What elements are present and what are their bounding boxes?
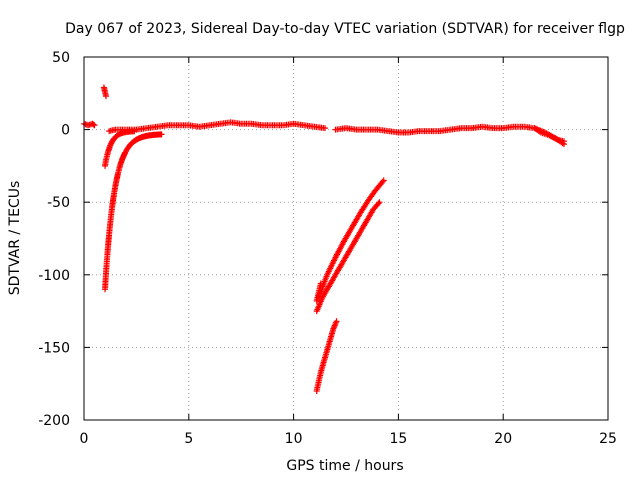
data-point bbox=[91, 122, 98, 129]
data-point bbox=[380, 177, 387, 184]
data-series bbox=[81, 84, 567, 394]
x-tick-label: 10 bbox=[285, 431, 303, 447]
data-point bbox=[376, 199, 383, 206]
data-point bbox=[317, 280, 324, 287]
y-tick-label: -50 bbox=[47, 195, 70, 211]
x-tick-label: 0 bbox=[80, 431, 89, 447]
x-tick-label: 25 bbox=[599, 431, 617, 447]
data-point bbox=[158, 131, 165, 138]
x-tick-label: 20 bbox=[494, 431, 512, 447]
data-point bbox=[375, 200, 382, 207]
x-axis-label: GPS time / hours bbox=[286, 458, 403, 474]
x-tick-label: 15 bbox=[389, 431, 407, 447]
plot-frame bbox=[83, 56, 609, 421]
x-tick-label: 5 bbox=[184, 431, 193, 447]
data-point bbox=[103, 93, 109, 100]
y-axis-ticks: -200 -150 -100 -50 0 50 bbox=[38, 50, 608, 429]
y-axis-label: SDTVAR / TECUs bbox=[7, 181, 23, 296]
x-axis-ticks: 0 5 10 15 20 25 bbox=[80, 57, 617, 447]
y-tick-label: 50 bbox=[52, 50, 70, 66]
y-tick-label: -150 bbox=[38, 340, 70, 356]
y-tick-label: 0 bbox=[61, 123, 70, 139]
data-point bbox=[379, 178, 386, 185]
data-point bbox=[333, 318, 340, 325]
data-point bbox=[561, 138, 567, 145]
chart-title: Day 067 of 2023, Sidereal Day-to-day VTE… bbox=[65, 21, 625, 37]
data-point bbox=[90, 121, 97, 128]
y-tick-label: -100 bbox=[38, 268, 70, 284]
y-tick-label: -200 bbox=[38, 413, 70, 429]
data-point bbox=[322, 125, 328, 132]
